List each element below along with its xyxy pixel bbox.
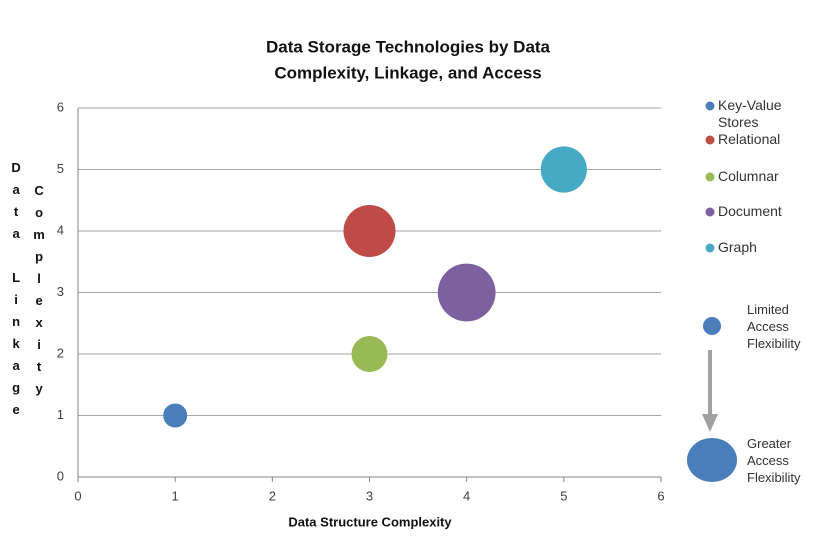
y-tick-label: 1 — [57, 407, 64, 422]
x-tick-label: 2 — [269, 488, 276, 503]
legend-marker — [705, 207, 715, 217]
y-tick-label: 5 — [57, 161, 64, 176]
annotation: Greater Access Flexibility — [747, 436, 801, 485]
size-key-large — [687, 438, 737, 482]
bubble — [437, 263, 496, 322]
bubble — [163, 403, 188, 428]
legend-marker — [705, 135, 715, 145]
x-tick-label: 4 — [463, 488, 470, 503]
legend-marker — [705, 172, 715, 182]
y-tick-label: 0 — [57, 468, 64, 483]
annotation: Limited Access Flexibility — [747, 302, 801, 351]
chart-title: Data Storage Technologies by Data — [266, 37, 551, 56]
y-tick-label: 6 — [57, 99, 64, 114]
y-tick-label: 4 — [57, 222, 64, 237]
x-tick-label: 6 — [657, 488, 664, 503]
chart-title: Complexity, Linkage, and Access — [274, 63, 541, 82]
x-tick-label: 1 — [172, 488, 179, 503]
x-tick-label: 3 — [366, 488, 373, 503]
legend-label: Document — [718, 203, 782, 219]
arrow-head — [702, 414, 718, 432]
x-axis-title: Data Structure Complexity — [288, 514, 452, 529]
y-axis-title: Complexity — [32, 183, 47, 403]
legend-label: Key-Value Stores — [718, 97, 782, 130]
x-tick-label: 5 — [560, 488, 567, 503]
y-tick-label: 3 — [57, 284, 64, 299]
legend-label: Relational — [718, 131, 781, 147]
legend-label: Graph — [718, 239, 757, 255]
y-axis-title: Data Linkage — [9, 160, 24, 424]
size-key-small — [703, 317, 721, 335]
x-tick-label: 0 — [74, 488, 81, 503]
legend-marker — [705, 101, 715, 111]
legend-marker — [705, 243, 715, 253]
y-tick-label: 2 — [57, 345, 64, 360]
legend-label: Columnar — [718, 168, 779, 184]
bubble — [540, 146, 587, 193]
bubble — [343, 204, 396, 258]
bubble — [351, 336, 388, 372]
